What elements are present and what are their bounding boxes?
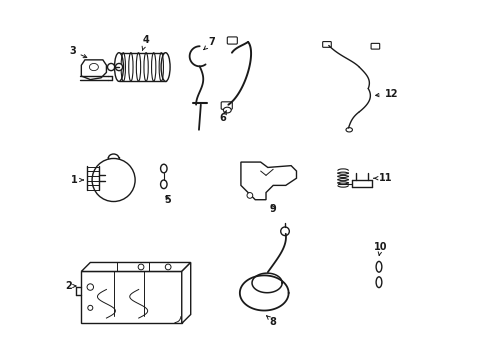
Circle shape — [107, 63, 115, 71]
Text: 3: 3 — [69, 46, 86, 58]
Circle shape — [280, 227, 289, 235]
Ellipse shape — [160, 164, 167, 173]
Circle shape — [165, 264, 171, 270]
FancyBboxPatch shape — [370, 43, 379, 49]
Text: 10: 10 — [373, 242, 386, 255]
Polygon shape — [81, 60, 106, 80]
Circle shape — [88, 305, 93, 310]
Text: 2: 2 — [65, 281, 76, 291]
Ellipse shape — [160, 180, 167, 189]
Bar — [119, 53, 165, 81]
Ellipse shape — [375, 261, 381, 272]
Text: 11: 11 — [373, 173, 392, 183]
Circle shape — [246, 193, 252, 198]
Polygon shape — [81, 262, 190, 271]
Text: 4: 4 — [142, 35, 149, 51]
FancyBboxPatch shape — [221, 102, 232, 109]
Text: 1: 1 — [71, 175, 83, 185]
Text: 8: 8 — [266, 316, 276, 327]
Ellipse shape — [161, 53, 170, 81]
Text: 6: 6 — [219, 111, 226, 123]
Ellipse shape — [375, 277, 381, 288]
Ellipse shape — [114, 53, 123, 81]
Polygon shape — [182, 262, 190, 323]
Circle shape — [138, 264, 143, 270]
Circle shape — [87, 284, 93, 290]
Ellipse shape — [223, 107, 231, 113]
Text: 5: 5 — [164, 195, 171, 205]
Polygon shape — [241, 162, 296, 200]
Polygon shape — [81, 271, 182, 323]
Ellipse shape — [346, 128, 352, 132]
FancyBboxPatch shape — [227, 37, 237, 44]
Text: 9: 9 — [269, 204, 276, 214]
Text: 12: 12 — [375, 89, 397, 99]
FancyBboxPatch shape — [322, 41, 330, 47]
Text: 7: 7 — [203, 37, 215, 50]
Circle shape — [92, 158, 135, 202]
Circle shape — [115, 63, 122, 71]
